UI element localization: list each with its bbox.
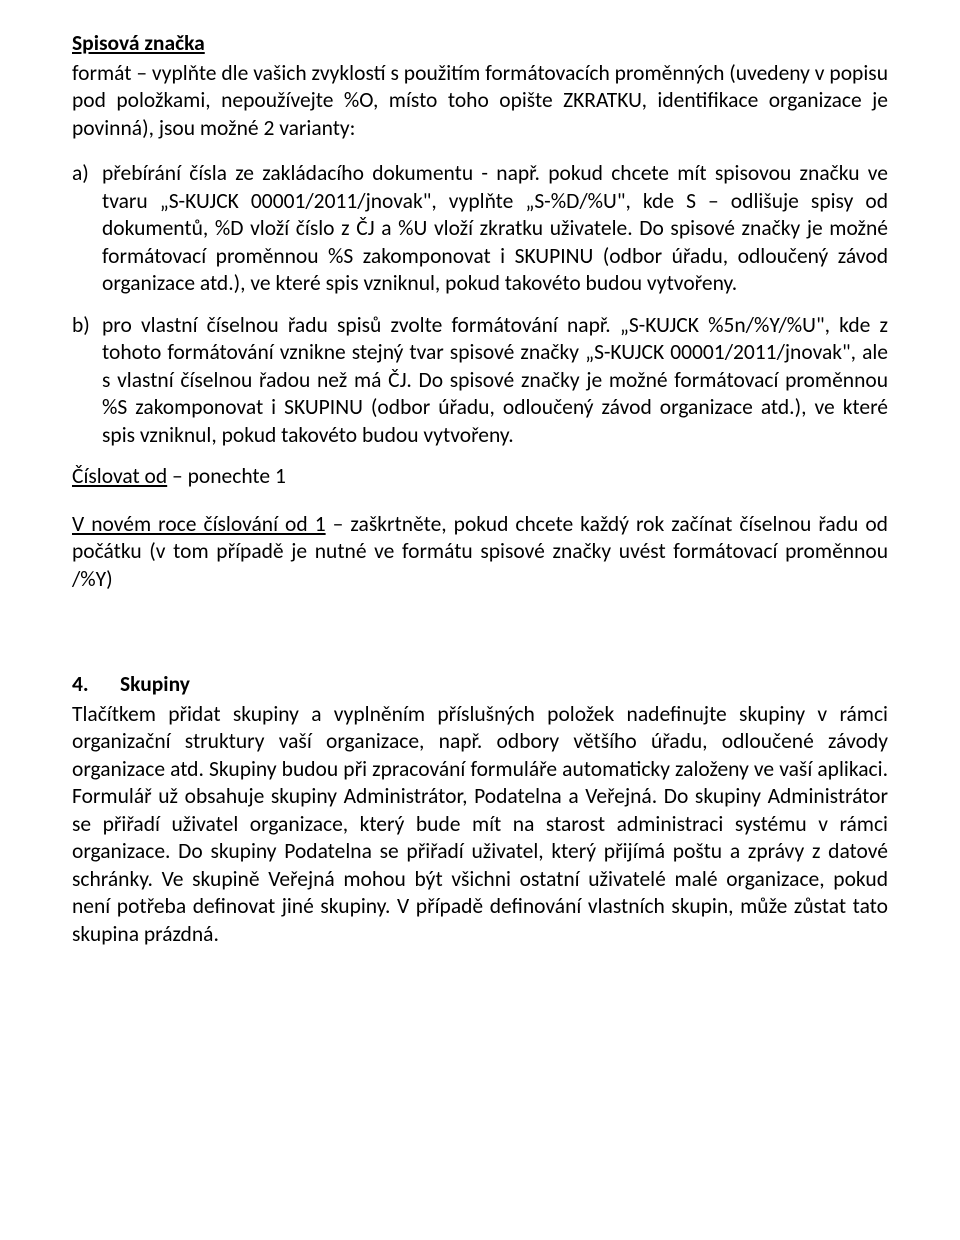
list-body-b: pro vlastní číselnou řadu spisů zvolte f…	[102, 312, 888, 450]
heading-text: Spisová značka	[72, 30, 205, 56]
intro-paragraph: formát – vyplňte dle vašich zvyklostí s …	[72, 60, 888, 143]
cislovat-line: Číslovat od – ponechte 1	[72, 463, 888, 491]
cislovat-label: Číslovat od	[72, 463, 167, 489]
section-heading: Spisová značka	[72, 30, 888, 58]
list-marker-b: b)	[72, 312, 102, 450]
list-item-b: b) pro vlastní číselnou řadu spisů zvolt…	[72, 312, 888, 450]
novy-rok-paragraph: V novém roce číslování od 1 – zaškrtněte…	[72, 511, 888, 594]
list-body-a: přebírání čísla ze zakládacího dokumentu…	[102, 160, 888, 298]
novy-rok-label: V novém roce číslování od 1	[72, 511, 326, 537]
section-4-title: Skupiny	[120, 671, 190, 699]
cislovat-rest: – ponechte 1	[167, 463, 286, 489]
section-4-body: Tlačítkem přidat skupiny a vyplněním pří…	[72, 701, 888, 949]
section-4-number: 4.	[72, 671, 120, 699]
section-4-heading: 4. Skupiny	[72, 671, 888, 699]
list-item-a: a) přebírání čísla ze zakládacího dokume…	[72, 160, 888, 298]
document-page: Spisová značka formát – vyplňte dle vaši…	[0, 0, 960, 1002]
list-marker-a: a)	[72, 160, 102, 298]
